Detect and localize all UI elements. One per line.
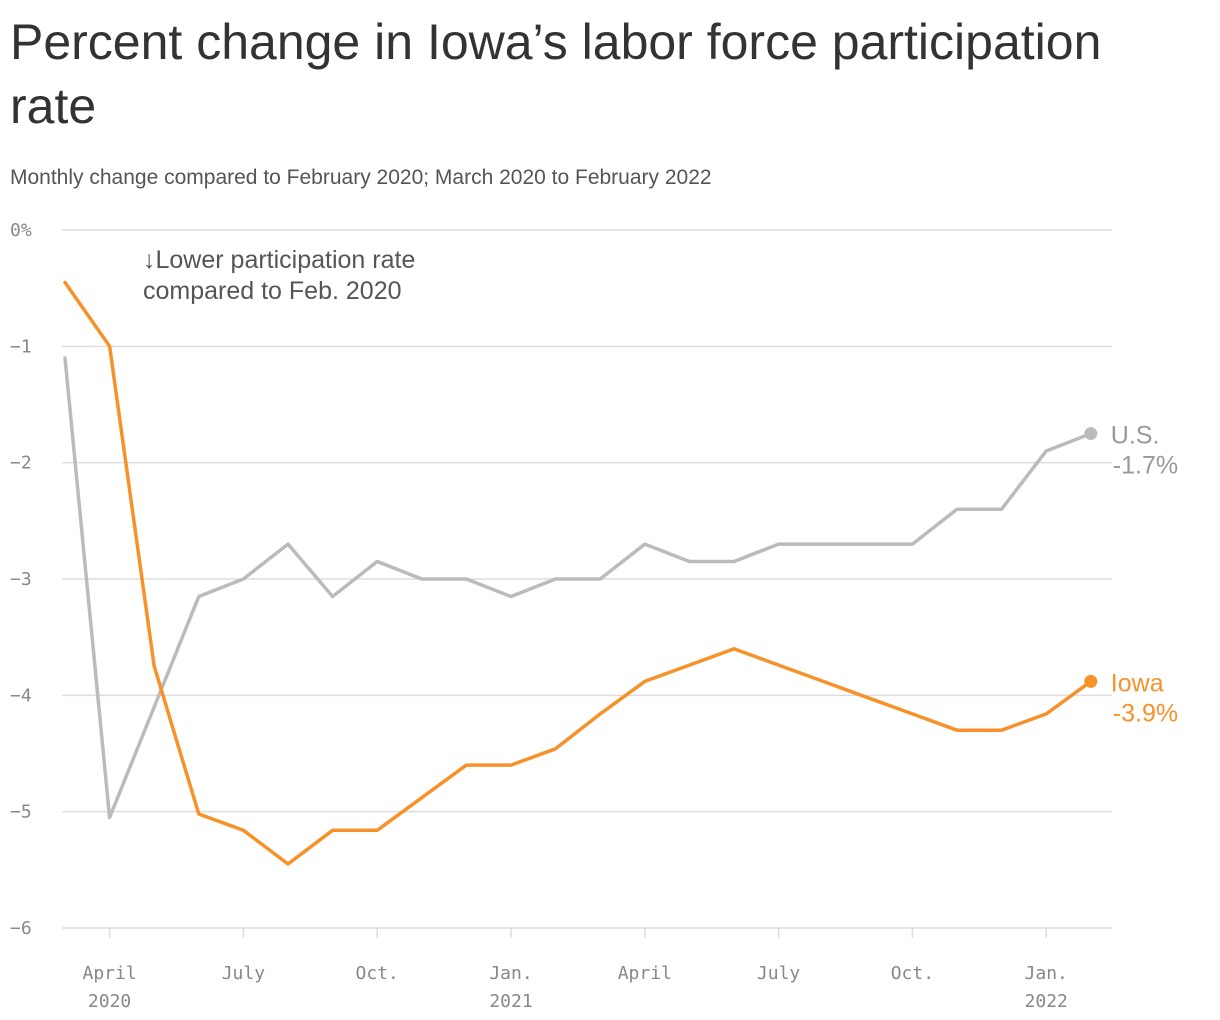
x-tick-label: Oct. [356, 963, 399, 984]
x-tick-label: July [757, 963, 801, 984]
series-name-label: Iowa [1111, 669, 1164, 697]
series-value-label: -3.9% [1113, 699, 1178, 727]
series-lines [63, 280, 1098, 866]
x-tick-label: July [222, 963, 266, 984]
x-tick-label: April [83, 963, 137, 984]
annotation-line-1: ↓Lower participation rate [143, 246, 415, 274]
series-value-label: -1.7% [1113, 452, 1178, 480]
x-axis-ticks: April 2020 July Oct. Jan. 2021 April July Oct. Ja… [83, 928, 1068, 1012]
x-tick-label: Oct. [891, 963, 934, 984]
x-tick-label: Jan. [489, 963, 532, 984]
series-name-label: U.S. [1111, 422, 1160, 450]
series-end-point [1084, 674, 1098, 688]
annotation-line-2: compared to Feb. 2020 [143, 277, 402, 305]
x-tick-year-label: 2020 [88, 991, 131, 1012]
chart-title: Percent change in Iowa’s labor force par… [10, 14, 1102, 134]
series-line-iowa [63, 280, 1093, 866]
y-tick-label: −1 [10, 336, 32, 357]
y-tick-label: −5 [10, 802, 32, 823]
y-tick-label: −3 [10, 569, 32, 590]
y-tick-label: −4 [10, 685, 32, 706]
series-end-point [1084, 427, 1098, 441]
y-axis-ticks: 0% −1 −2 −3 −4 −5 −6 [10, 220, 32, 939]
series-end-labels: U.S.-1.7% Iowa-3.9% [1111, 422, 1178, 728]
y-tick-label: 0% [10, 220, 32, 241]
x-tick-label: April [618, 963, 672, 984]
y-tick-label: −6 [10, 918, 32, 939]
x-tick-year-label: 2021 [489, 991, 532, 1012]
x-tick-label: Jan. [1025, 963, 1068, 984]
x-tick-year-label: 2022 [1025, 991, 1068, 1012]
series-line-us [63, 356, 1093, 820]
y-tick-label: −2 [10, 453, 32, 474]
chart-subtitle: Monthly change compared to February 2020… [10, 166, 712, 189]
